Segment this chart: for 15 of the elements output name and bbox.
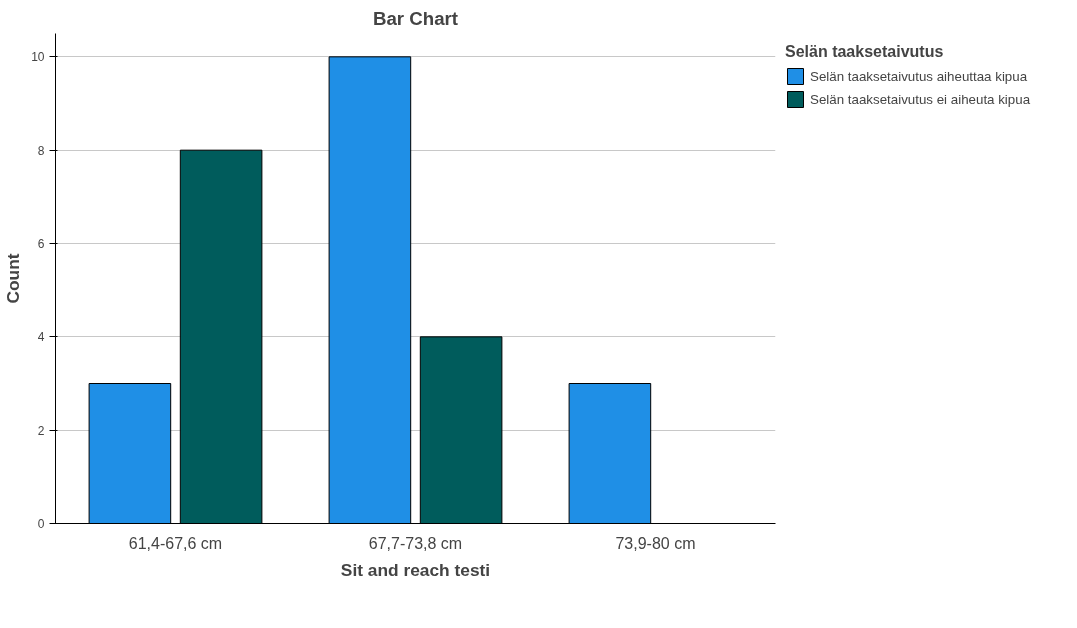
chart-title: Bar Chart [373,7,459,29]
y-tick-label: 0 [37,517,45,531]
x-tick-label: 73,9-80 cm [615,534,696,552]
legend-label: Selän taaksetaivutus ei aiheuta kipua [810,91,1031,107]
x-tick-label: 61,4-67,6 cm [128,534,223,552]
x-tick-label: 67,7-73,8 cm [368,534,463,552]
y-axis-title: Count [3,253,24,304]
y-tick-label: 8 [37,143,45,158]
legend-label: Selän taaksetaivutus aiheuttaa kipua [810,68,1028,84]
x-axis-title: Sit and reach testi [340,559,491,580]
y-tick-label: 10 [31,50,45,65]
y-tick-label: 2 [37,423,45,438]
y-tick-label: 6 [37,237,45,251]
legend-title: Selän taaksetaivutus [785,43,945,61]
y-tick-label: 4 [37,330,45,345]
